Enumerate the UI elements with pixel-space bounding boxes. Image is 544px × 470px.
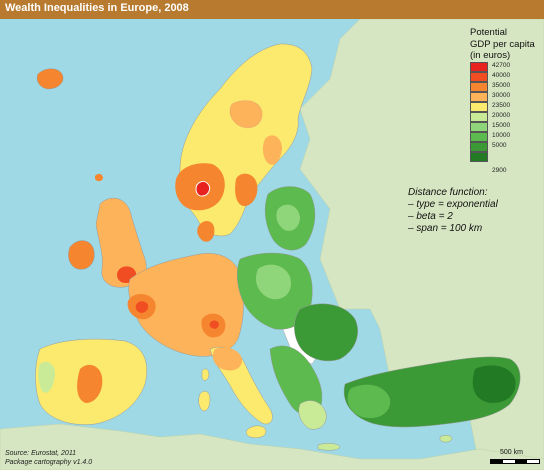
region-faroe <box>95 173 103 182</box>
source-line: Source: Eurostat, 2011 <box>5 450 77 457</box>
legend-label: 40000 <box>492 72 511 79</box>
region-baltics-light <box>276 204 300 231</box>
region-crete <box>317 443 341 451</box>
legend: 42700 40000 35000 30000 23500 20000 15000 10000… <box>470 62 544 162</box>
legend-label: 5000 <box>492 142 507 149</box>
source-note: Source: Eurostat, 2011 Package cartograp… <box>5 449 92 467</box>
legend-label: 30000 <box>492 92 511 99</box>
region-sardinia <box>198 391 211 412</box>
legend-swatch <box>470 122 488 132</box>
region-iceland <box>36 68 64 90</box>
map-title: Wealth Inequalities in Europe, 2008 <box>5 2 189 14</box>
region-east-dark <box>294 303 358 362</box>
legend-swatch <box>470 152 488 162</box>
source-line: Package cartography v1.4.0 <box>5 459 93 466</box>
legend-row: 30000 <box>470 92 544 102</box>
land-outside-africa <box>0 423 544 470</box>
legend-label: 23500 <box>492 102 511 109</box>
legend-min-label: 2900 <box>492 167 507 174</box>
region-denmark <box>197 221 215 242</box>
legend-swatch <box>470 92 488 102</box>
legend-row: 23500 <box>470 102 544 112</box>
scale-label: 500 km <box>500 449 523 456</box>
legend-swatch <box>470 132 488 142</box>
legend-swatch <box>470 82 488 92</box>
region-paris-core <box>135 301 149 313</box>
legend-swatch <box>470 142 488 152</box>
title-bar: Wealth Inequalities in Europe, 2008 <box>0 0 544 19</box>
distance-line: – type = exponential <box>408 199 498 210</box>
region-oslo-core <box>195 181 211 197</box>
region-portugal-green <box>38 361 55 393</box>
region-finland-coast <box>262 135 282 165</box>
distance-line: – span = 100 km <box>408 223 483 234</box>
legend-label: 20000 <box>492 112 511 119</box>
legend-title: Potential GDP per capita (in euros) <box>470 27 542 62</box>
legend-title-line: Potential <box>470 27 507 38</box>
distance-line: – beta = 2 <box>408 211 453 222</box>
legend-label: 10000 <box>492 132 511 139</box>
region-greece <box>298 400 327 430</box>
europe-map <box>0 19 544 470</box>
legend-row: 42700 <box>470 62 544 72</box>
region-sicily <box>246 425 267 438</box>
distance-function-note: Distance function: – type = exponential … <box>408 187 498 235</box>
legend-swatch <box>470 112 488 122</box>
legend-label: 42700 <box>492 62 511 69</box>
region-cyprus <box>439 435 453 443</box>
legend-title-line: (in euros) <box>470 50 511 61</box>
distance-line: Distance function: <box>408 187 488 198</box>
region-turkey-west <box>347 384 391 419</box>
region-poland-light <box>255 264 291 300</box>
legend-row <box>470 152 544 162</box>
legend-row: 20000 <box>470 112 544 122</box>
region-sweden-orange <box>229 100 263 129</box>
legend-swatch <box>470 72 488 82</box>
legend-row: 10000 <box>470 132 544 142</box>
scale-bar <box>490 459 540 464</box>
region-turkey-east <box>472 365 516 403</box>
region-switzerland-core <box>209 320 219 329</box>
region-stockholm <box>235 173 258 207</box>
legend-swatch <box>470 102 488 112</box>
legend-row: 5000 <box>470 142 544 152</box>
legend-label: 15000 <box>492 122 511 129</box>
region-corsica <box>201 368 210 381</box>
legend-row: 15000 <box>470 122 544 132</box>
legend-row: 35000 <box>470 82 544 92</box>
region-madrid <box>77 364 103 403</box>
legend-row: 40000 <box>470 72 544 82</box>
region-ireland <box>68 240 95 270</box>
legend-label: 35000 <box>492 82 511 89</box>
region-north-italy <box>212 347 243 371</box>
legend-title-line: GDP per capita <box>470 38 535 50</box>
legend-swatch <box>470 62 488 72</box>
